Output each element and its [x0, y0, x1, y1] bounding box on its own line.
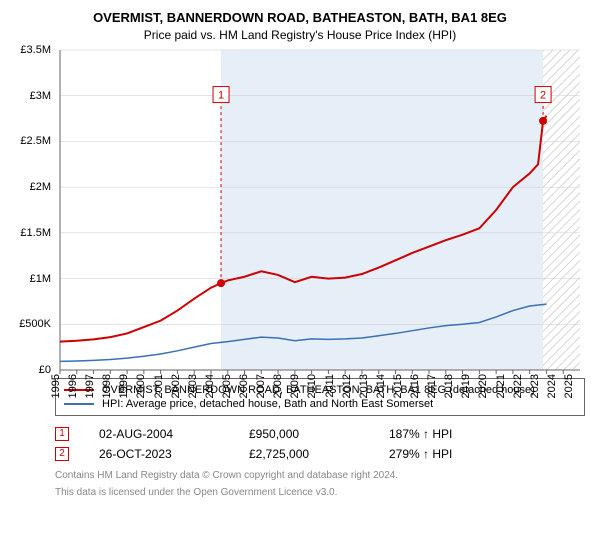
x-tick-label: 1998: [101, 374, 113, 398]
x-tick-label: 2010: [306, 374, 318, 398]
x-tick-label: 1995: [50, 374, 62, 398]
sale-marker-box: 2: [55, 447, 69, 461]
y-tick-label: £2M: [30, 181, 51, 193]
x-tick-label: 1999: [118, 374, 130, 398]
y-tick-label: £500K: [19, 318, 51, 330]
sales-table: 1 02-AUG-2004 £950,000 187% ↑ HPI 2 26-OCT-20…: [55, 424, 585, 464]
x-tick-label: 2008: [272, 374, 284, 398]
sale-date: 02-AUG-2004: [99, 427, 219, 441]
x-tick-label: 2020: [477, 374, 489, 398]
sale-marker-box: 1: [55, 427, 69, 441]
svg-text:1: 1: [218, 90, 224, 102]
y-tick-label: £2.5M: [20, 135, 51, 147]
sale-price: £2,725,000: [249, 447, 359, 461]
svg-text:2: 2: [540, 90, 546, 102]
x-tick-label: 2009: [289, 374, 301, 398]
x-tick-label: 2025: [563, 374, 575, 398]
chart-title: OVERMIST, BANNERDOWN ROAD, BATHEASTON, B…: [15, 10, 585, 25]
footer-licence: This data is licensed under the Open Gov…: [55, 487, 585, 498]
x-tick-label: 2013: [358, 374, 370, 398]
y-tick-label: £3.5M: [20, 44, 51, 56]
footer-copyright: Contains HM Land Registry data © Crown c…: [55, 470, 585, 481]
x-tick-label: 2012: [341, 374, 353, 398]
x-tick-label: 1997: [84, 374, 96, 398]
x-tick-label: 2001: [153, 374, 165, 398]
x-tick-label: 2002: [170, 374, 182, 398]
y-tick-label: £1.5M: [20, 227, 51, 239]
sale-row: 1 02-AUG-2004 £950,000 187% ↑ HPI: [55, 424, 585, 444]
y-tick-label: £1M: [30, 273, 51, 285]
x-tick-label: 2006: [238, 374, 250, 398]
plot-area: 12 £0£500K£1M£1.5M£2M£2.5M£3M£3.5M199519…: [55, 50, 585, 370]
x-tick-label: 2018: [443, 374, 455, 398]
x-tick-label: 2024: [546, 374, 558, 398]
sale-row: 2 26-OCT-2023 £2,725,000 279% ↑ HPI: [55, 444, 585, 464]
x-tick-label: 2004: [204, 374, 216, 398]
x-tick-label: 2023: [529, 374, 541, 398]
chart-subtitle: Price paid vs. HM Land Registry's House …: [15, 28, 585, 42]
sale-date: 26-OCT-2023: [99, 447, 219, 461]
sale-pct: 187% ↑ HPI: [389, 427, 452, 441]
x-tick-label: 2019: [460, 374, 472, 398]
x-tick-label: 2017: [426, 374, 438, 398]
sale-pct: 279% ↑ HPI: [389, 447, 452, 461]
chart-svg: 12: [55, 50, 585, 370]
x-tick-label: 2000: [135, 374, 147, 398]
x-tick-label: 2022: [512, 374, 524, 398]
x-tick-label: 2014: [375, 374, 387, 398]
sale-price: £950,000: [249, 427, 359, 441]
x-tick-label: 2005: [221, 374, 233, 398]
x-tick-label: 2007: [255, 374, 267, 398]
x-tick-label: 2021: [495, 374, 507, 398]
legend-swatch: [64, 403, 94, 405]
x-tick-label: 2016: [409, 374, 421, 398]
y-tick-label: £3M: [30, 90, 51, 102]
legend-row: HPI: Average price, detached house, Bath…: [64, 397, 576, 411]
x-tick-label: 1996: [67, 374, 79, 398]
x-tick-label: 2015: [392, 374, 404, 398]
x-tick-label: 2003: [187, 374, 199, 398]
legend-label: HPI: Average price, detached house, Bath…: [102, 398, 433, 410]
x-tick-label: 2011: [324, 374, 336, 398]
